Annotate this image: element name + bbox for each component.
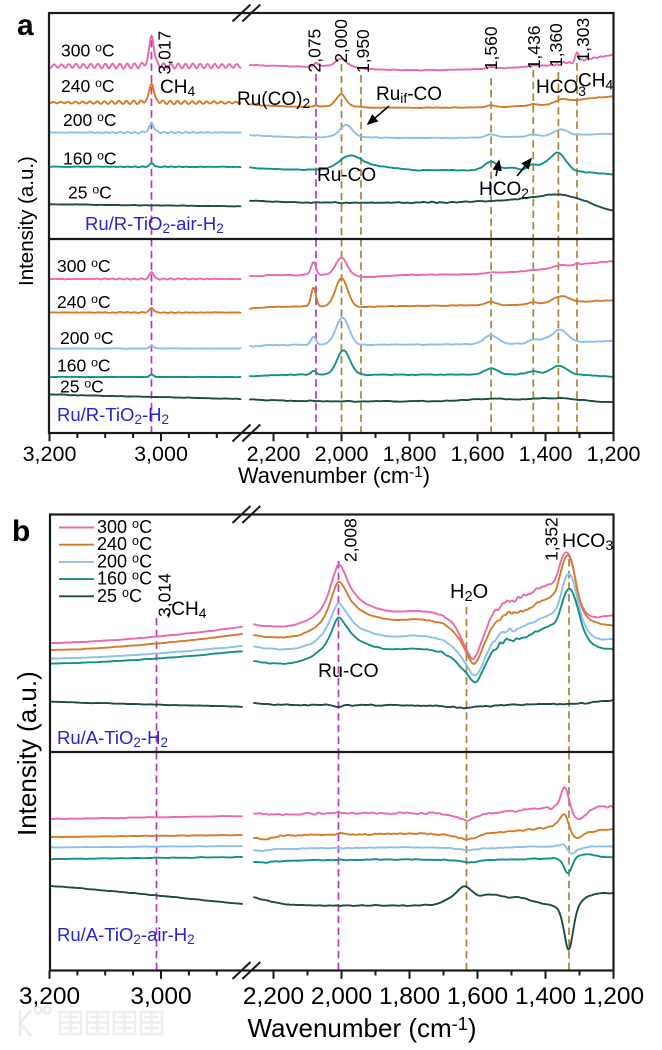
svg-text:2,000: 2,000 [311, 983, 372, 1010]
svg-text:Intensity (a.u.): Intensity (a.u.) [15, 156, 38, 286]
svg-text:3,200: 3,200 [19, 983, 80, 1010]
svg-text:300 oC: 300 oC [61, 41, 115, 61]
svg-text:1,560: 1,560 [481, 26, 501, 70]
svg-text:2,000: 2,000 [315, 442, 369, 466]
svg-text:3,200: 3,200 [23, 442, 77, 466]
svg-text:Ru/R-TiO2-air-H2: Ru/R-TiO2-air-H2 [85, 213, 224, 236]
svg-text:1,352: 1,352 [542, 517, 562, 561]
svg-text:CH4: CH4 [578, 71, 613, 93]
svg-text:240 oC: 240 oC [61, 76, 115, 96]
svg-text:1,950: 1,950 [353, 29, 373, 73]
svg-text:1,400: 1,400 [515, 983, 576, 1010]
svg-text:Ru-CO: Ru-CO [317, 165, 376, 186]
svg-text:2,008: 2,008 [341, 518, 361, 562]
svg-text:Ru-CO: Ru-CO [318, 660, 379, 682]
svg-text:240 oC: 240 oC [57, 292, 111, 312]
svg-text:3,014: 3,014 [155, 573, 175, 617]
svg-text:160 oC: 160 oC [57, 356, 111, 376]
svg-text:,CH4: ,CH4 [166, 599, 207, 621]
svg-text:1,200: 1,200 [583, 983, 644, 1010]
svg-text:1,600: 1,600 [451, 442, 505, 466]
svg-text:160 oC: 160 oC [97, 569, 152, 589]
svg-text:Intensity (a.u.): Intensity (a.u.) [12, 671, 42, 836]
svg-text:3,017: 3,017 [154, 31, 174, 75]
svg-text:a: a [17, 9, 34, 42]
svg-text:2,200: 2,200 [243, 983, 304, 1010]
svg-text:25 oC: 25 oC [68, 183, 112, 203]
svg-text:Ru/A-TiO2-H2: Ru/A-TiO2-H2 [57, 727, 168, 750]
svg-text:1,303: 1,303 [573, 18, 593, 62]
svg-text:200 oC: 200 oC [60, 328, 114, 348]
svg-text:200 oC: 200 oC [63, 110, 117, 130]
svg-text:3,000: 3,000 [130, 983, 191, 1010]
svg-text:2,000: 2,000 [331, 19, 351, 63]
svg-text:CH4: CH4 [160, 77, 195, 99]
svg-text:1,360: 1,360 [546, 23, 566, 67]
svg-text:300 oC: 300 oC [97, 517, 152, 537]
svg-text:Wavenumber (cm-1): Wavenumber (cm-1) [238, 463, 430, 488]
svg-text:Ruif-CO: Ruif-CO [376, 84, 442, 106]
svg-text:Wavenumber (cm-1): Wavenumber (cm-1) [247, 1013, 476, 1043]
svg-text:Ru/R-TiO2-H2: Ru/R-TiO2-H2 [57, 404, 169, 427]
svg-text:3,000: 3,000 [134, 442, 188, 466]
svg-text:160 oC: 160 oC [63, 149, 117, 169]
svg-text:1,400: 1,400 [519, 442, 573, 466]
svg-text:240 oC: 240 oC [97, 534, 152, 554]
svg-text:Ru/A-TiO2-air-H2: Ru/A-TiO2-air-H2 [57, 924, 195, 947]
svg-text:2,200: 2,200 [247, 442, 301, 466]
svg-text:1,800: 1,800 [383, 442, 437, 466]
svg-text:200 oC: 200 oC [97, 551, 152, 571]
svg-text:25 oC: 25 oC [60, 377, 104, 397]
svg-text:1,200: 1,200 [587, 442, 641, 466]
svg-text:1,800: 1,800 [379, 983, 440, 1010]
svg-text:2,075: 2,075 [305, 29, 325, 73]
svg-text:1,436: 1,436 [524, 26, 544, 70]
svg-text:Ru(CO)2: Ru(CO)2 [237, 89, 310, 111]
svg-text:HCO3: HCO3 [562, 530, 613, 554]
svg-text:HCO2: HCO2 [479, 179, 529, 201]
svg-text:1,600: 1,600 [447, 983, 508, 1010]
svg-text:300 oC: 300 oC [57, 256, 111, 276]
svg-text:b: b [12, 515, 30, 548]
svg-text:HCO3: HCO3 [536, 77, 586, 99]
svg-text:25 oC: 25 oC [97, 586, 142, 606]
